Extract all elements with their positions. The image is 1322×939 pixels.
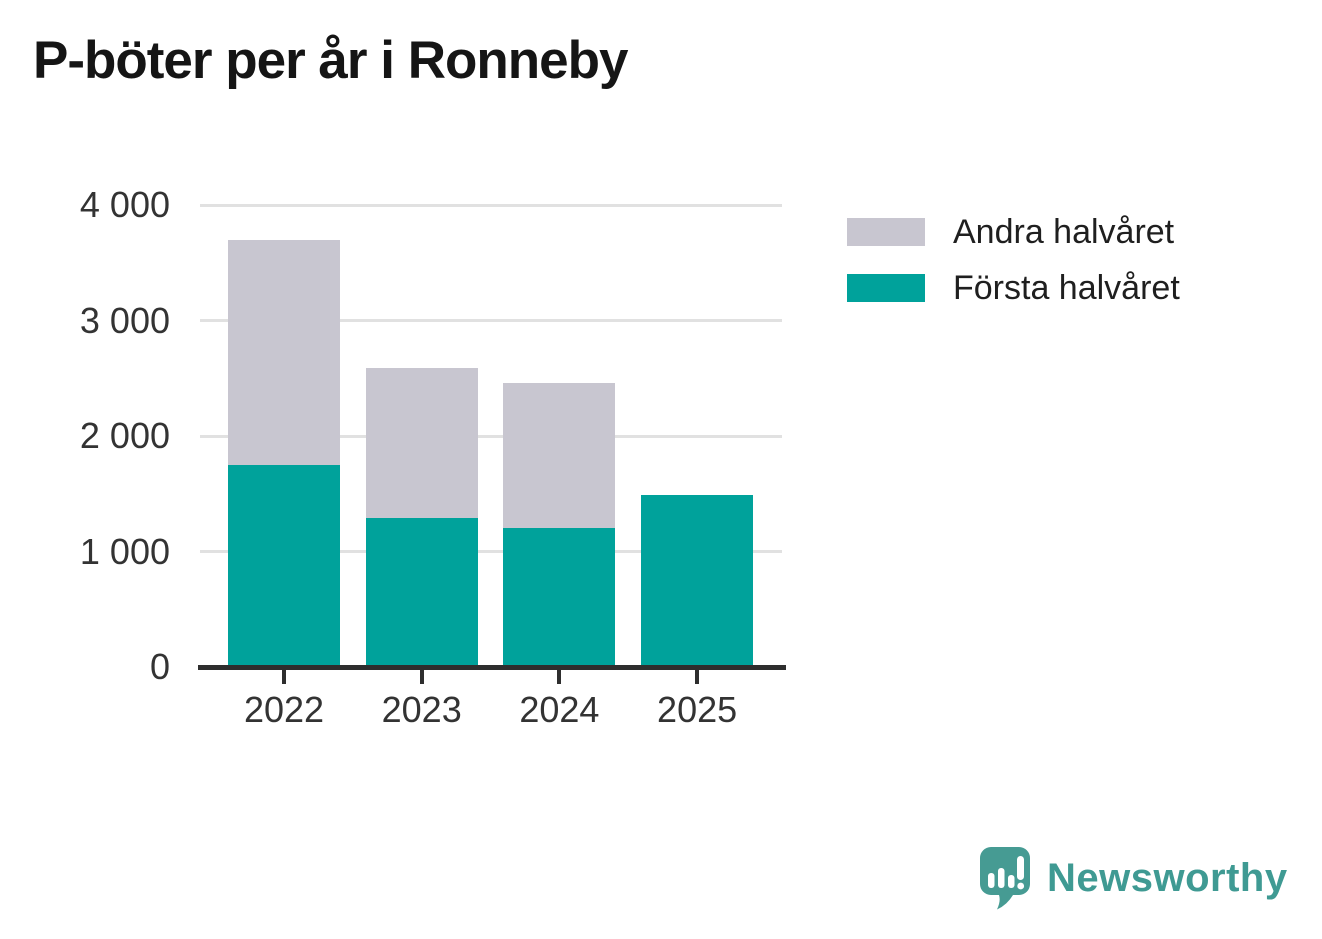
x-axis-line <box>198 664 786 670</box>
legend-label-f-rsta-halv-ret: Första halvåret <box>953 268 1180 307</box>
x-axis-label-2024: 2024 <box>519 689 600 730</box>
x-axis-label-2023: 2023 <box>381 689 462 730</box>
legend-item-f-rsta-halv-ret: Första halvåret <box>847 269 1180 307</box>
legend-swatch-f-rsta-halv-ret <box>847 274 925 302</box>
x-axis-label-2022: 2022 <box>243 689 325 730</box>
bar-segment-2023-f-rsta-halv-ret <box>365 518 478 667</box>
legend-item-andra-halv-ret: Andra halvåret <box>847 213 1180 251</box>
x-axis-tick-2023 <box>419 667 424 684</box>
branding-name: Newsworthy <box>1047 855 1288 900</box>
gridline-1000 <box>200 550 782 553</box>
plot-area: 2022 2023 2024 2025 <box>198 203 786 730</box>
x-axis-tick-2022 <box>282 667 286 684</box>
legend-label-andra-halv-ret: Andra halvåret <box>953 212 1175 251</box>
x-axis-tick-2024 <box>557 667 562 684</box>
branding: Newsworthy <box>977 845 1288 911</box>
x-axis-tick-2025 <box>695 667 700 684</box>
bar-segment-2024-andra-halv-ret <box>503 382 616 529</box>
chart-title: P-böter per år i Ronneby <box>33 31 628 90</box>
y-axis-label-1000: 1 000 <box>79 530 170 572</box>
gridline-3000 <box>200 319 782 322</box>
y-axis-label-0: 0 <box>149 646 170 687</box>
gridline-4000 <box>200 203 782 207</box>
legend: Andra halvåret Första halvåret <box>847 213 1180 330</box>
gridline-2000 <box>200 434 782 438</box>
x-axis-label-2025: 2025 <box>657 689 738 730</box>
legend-swatch-andra-halv-ret <box>847 218 925 246</box>
bar-segment-2025-f-rsta-halv-ret <box>641 494 754 667</box>
bar-segment-2022-andra-halv-ret <box>228 239 340 465</box>
bar-segment-2023-andra-halv-ret <box>365 367 478 519</box>
newsworthy-logo-icon <box>980 847 1030 910</box>
bar-segment-2024-f-rsta-halv-ret <box>503 528 616 667</box>
bar-segment-2022-f-rsta-halv-ret <box>228 464 340 667</box>
y-axis-label-4000: 4 000 <box>79 184 170 225</box>
y-axis-label-2000: 2 000 <box>79 415 170 456</box>
y-axis-label-3000: 3 000 <box>79 299 170 341</box>
